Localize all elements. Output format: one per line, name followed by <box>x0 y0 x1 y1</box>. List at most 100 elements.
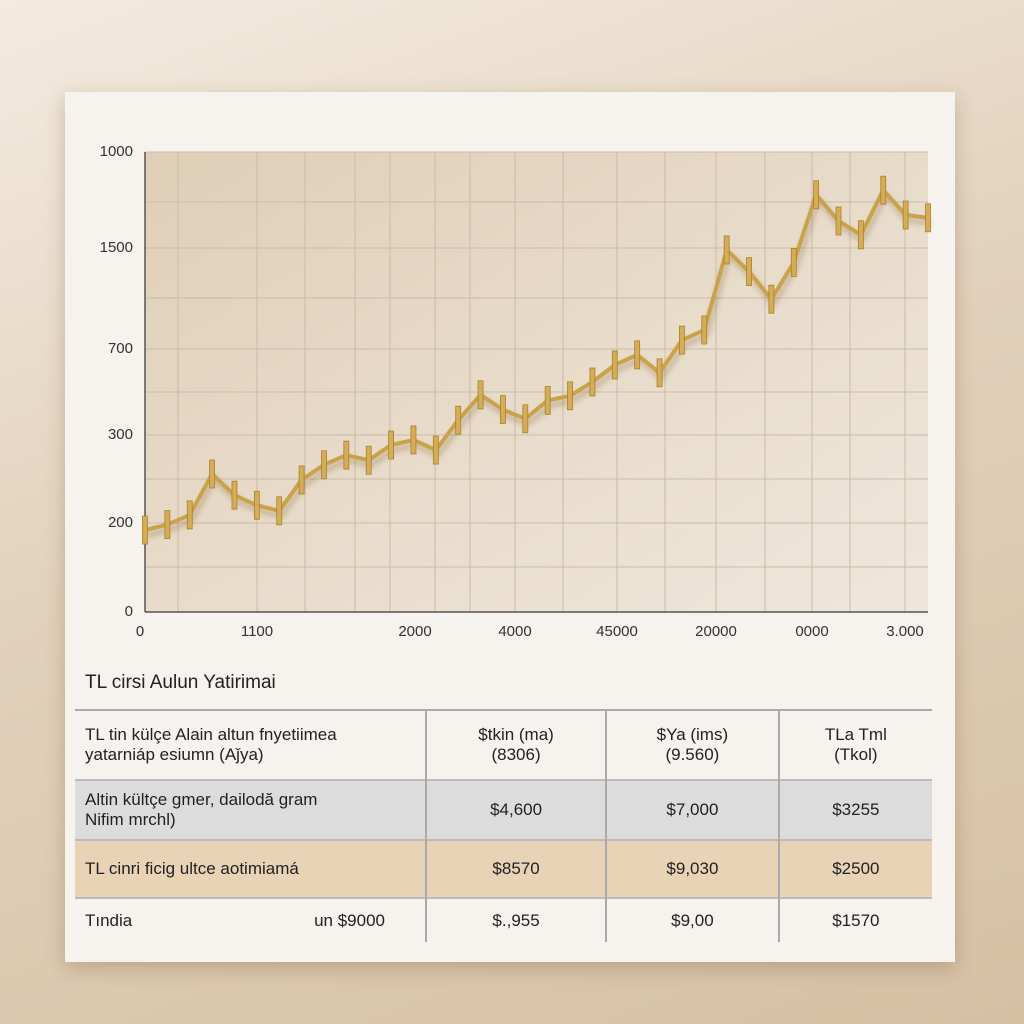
cell-text: $9,00 <box>671 910 714 930</box>
plot-area <box>145 152 928 612</box>
candle <box>231 480 238 510</box>
candle <box>276 496 283 526</box>
table-row: TL cinri ficig ultce aotimiamá $8570 $9,03… <box>75 840 932 898</box>
candle <box>656 358 663 388</box>
table-cell: $1570 <box>779 898 932 942</box>
candle <box>589 367 596 397</box>
candle <box>477 380 484 410</box>
x-tick-label: 4000 <box>498 623 531 640</box>
cell-text: TL tin külçe Alain altun fnyetiimea <box>85 725 337 744</box>
table-title: TL cirsi Aulun Yatirimai <box>85 672 276 693</box>
table-cell: Altin kültçe gmer, dailodă gram Nifim mrc… <box>75 780 427 840</box>
table-cell: $8570 <box>426 840 608 898</box>
table-cell: $2500 <box>779 840 932 898</box>
table-cell: $tkin (ma) (8306) <box>426 710 608 780</box>
candle <box>746 257 752 287</box>
candle <box>701 315 708 345</box>
cell-text: $4,600 <box>490 800 543 819</box>
cell-content: Tındia un $9000 <box>85 911 415 931</box>
table-cell: TL tin külçe Alain altun fnyetiimea yatar… <box>75 710 427 780</box>
candle <box>768 284 775 314</box>
candle <box>455 405 462 435</box>
candle <box>880 175 887 205</box>
candle <box>723 235 730 265</box>
x-tick-label: 20000 <box>695 623 737 640</box>
x-tick-label: 1100 <box>241 623 273 640</box>
card: 0 200 300 700 1500 1000 0 1100 2000 4000 45000 2000… <box>65 92 955 962</box>
y-tick-label: 1500 <box>100 239 133 256</box>
x-tick-label: 3.000 <box>886 623 924 640</box>
y-tick-label: 200 <box>108 514 133 531</box>
y-tick-label: 1000 <box>100 143 133 160</box>
cell-text: un $9000 <box>314 910 385 930</box>
candle <box>902 200 909 230</box>
x-tick-label: 0 <box>136 623 144 640</box>
cell-text: $tkin (ma) <box>478 725 554 744</box>
table-cell: $4,600 <box>426 780 608 840</box>
table-row: Tındia un $9000 $.,955 $9,00 $1570 <box>75 898 932 942</box>
cell-text: $3255 <box>832 800 880 819</box>
table-cell: $7,000 <box>606 780 780 840</box>
y-tick-label: 300 <box>108 426 133 443</box>
line <box>144 188 929 533</box>
cell-text: $9,030 <box>666 859 719 878</box>
cell-text: $7,000 <box>666 800 719 819</box>
cell-text: (Tkol) <box>834 745 878 764</box>
candle <box>500 395 506 425</box>
y-tick-label: 0 <box>125 603 133 620</box>
cell-text: TLa Tml <box>824 725 887 744</box>
cell-text: $Ya (ims) <box>656 725 729 744</box>
candle <box>835 206 842 236</box>
x-tick-label: 2000 <box>398 623 431 640</box>
candle <box>679 325 685 355</box>
candle <box>209 459 216 489</box>
cell-text: $8570 <box>492 859 540 878</box>
table-cell: TLa Tml (Tkol) <box>779 710 932 780</box>
cell-text: TL cinri ficig ultce aotimiamá <box>85 859 299 878</box>
candle <box>857 220 864 250</box>
candle <box>611 350 618 380</box>
cell-text: $.,955 <box>492 910 540 930</box>
candle <box>298 465 305 495</box>
candle <box>522 404 529 434</box>
cell-text: Altin kültçe gmer, dailodă gram <box>85 790 318 809</box>
table-row: TL tin külçe Alain altun fnyetiimea yatar… <box>75 710 932 780</box>
candle <box>567 381 573 411</box>
candle <box>634 340 641 370</box>
candle <box>164 510 171 540</box>
candle <box>365 445 372 475</box>
table-cell: Tındia un $9000 <box>75 898 427 942</box>
cell-text: yatarniáp esiumn (Aǰya) <box>85 745 264 764</box>
x-tick-label: 45000 <box>596 623 638 640</box>
table: TL tin külçe Alain altun fnyetiimea yatar… <box>75 709 932 942</box>
candle <box>321 450 327 480</box>
candle <box>925 203 931 233</box>
cell-text: $1570 <box>832 910 880 930</box>
y-tick-label: 700 <box>108 340 133 357</box>
candle <box>432 435 439 465</box>
chart: 0 200 300 700 1500 1000 0 1100 2000 4000 45000 2000… <box>100 143 931 640</box>
table-cell: $9,030 <box>606 840 780 898</box>
candle <box>813 180 820 210</box>
candle <box>343 440 350 470</box>
cell-text: (9.560) <box>665 745 720 764</box>
cell-text: Nifim mrchl) <box>85 810 176 829</box>
table-cell: $.,955 <box>426 898 608 942</box>
table-cell: TL cinri ficig ultce aotimiamá <box>75 840 427 898</box>
candle <box>253 490 260 520</box>
cell-text: Tındia <box>85 910 133 930</box>
candle <box>142 515 148 545</box>
candle <box>790 247 797 277</box>
table-cell: $3255 <box>779 780 932 840</box>
candle <box>544 385 551 415</box>
table-cell: $9,00 <box>606 898 780 942</box>
table-row: Altin kültçe gmer, dailodă gram Nifim mrc… <box>75 780 932 840</box>
candle <box>388 430 394 460</box>
table-cell: $Ya (ims) (9.560) <box>606 710 780 780</box>
x-tick-label: 0000 <box>795 623 828 640</box>
cell-text: (8306) <box>491 745 541 764</box>
candle <box>410 425 417 455</box>
cell-text: $2500 <box>832 859 880 878</box>
candle <box>186 500 193 530</box>
